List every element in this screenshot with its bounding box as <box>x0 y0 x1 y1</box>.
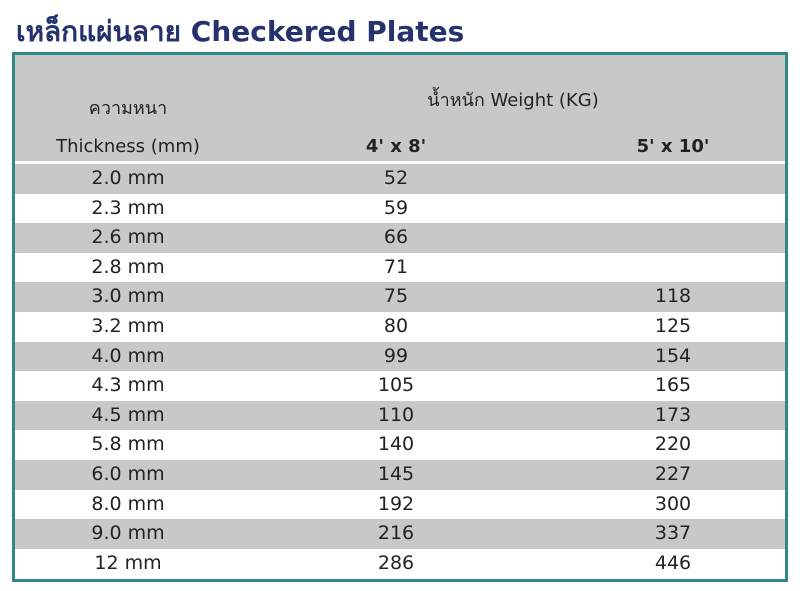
table-row: 9.0 mm 216 337 <box>15 519 785 549</box>
table-cell: 337 <box>654 522 692 545</box>
table-cell: 4.5 mm <box>91 403 165 426</box>
table-row: 2.3 mm 59 <box>15 194 785 224</box>
table-cell: 2.6 mm <box>91 226 165 249</box>
table-cell: 216 <box>377 522 415 545</box>
header-cell: ความหนา <box>88 98 168 119</box>
table-cell: 165 <box>654 374 692 397</box>
title: เหล็กแผ่นลาย Checkered Plates <box>16 15 465 48</box>
table-cell: 140 <box>377 433 415 456</box>
header-cell: 4' x 8' <box>365 136 427 157</box>
table-cell: 6.0 mm <box>91 463 165 485</box>
table-cell: 80 <box>383 315 409 337</box>
table-header: ความหนา Thickness (mm) น้ำหนัก Weight (K… <box>15 55 785 161</box>
table-row: 5.8 mm 140 220 <box>15 430 785 460</box>
table-row: 4.5 mm 110 173 <box>15 400 785 431</box>
table-cell: 3.0 mm <box>91 285 165 308</box>
table-row: 12 mm 286 446 <box>15 549 785 579</box>
table-row: 4.0 mm 99 154 <box>15 341 785 372</box>
table-cell: 125 <box>654 315 692 337</box>
table-cell: 192 <box>377 492 415 515</box>
header-cell: Thickness (mm) <box>56 136 200 157</box>
table-cell: 145 <box>377 463 415 485</box>
table-row: 2.0 mm 52 <box>15 164 785 194</box>
table-cell: 71 <box>383 255 409 278</box>
table-cell: 4.0 mm <box>91 344 165 367</box>
table-cell: 8.0 mm <box>91 492 165 515</box>
table-cell: 154 <box>654 344 692 367</box>
table-cell: 227 <box>654 463 692 485</box>
table-cell: 3.2 mm <box>91 315 165 337</box>
table-cell: 59 <box>383 196 409 219</box>
table-row: 2.6 mm 66 <box>15 223 785 253</box>
table-row: 8.0 mm 192 300 <box>15 490 785 520</box>
table-row: 4.3 mm 105 165 <box>15 371 785 401</box>
table-cell: 2.3 mm <box>91 196 165 219</box>
table-cell: 99 <box>383 344 409 367</box>
table-cell: 4.3 mm <box>91 374 165 397</box>
table-cell: 5.8 mm <box>91 433 165 456</box>
table-cell: 66 <box>383 226 409 249</box>
table-cell: 173 <box>654 403 692 426</box>
header-cell: น้ำหนัก Weight (KG) <box>427 90 599 111</box>
table-cell: 75 <box>383 285 409 308</box>
table-cell: 2.0 mm <box>91 167 165 189</box>
table-cell: 118 <box>654 285 692 308</box>
table-cell: 9.0 mm <box>91 522 165 545</box>
table-row: 2.8 mm 71 <box>15 253 785 283</box>
table-row: 3.2 mm 80 125 <box>15 312 785 342</box>
table-cell: 2.8 mm <box>91 255 165 278</box>
table-cell: 220 <box>654 433 692 456</box>
table-cell: 105 <box>377 374 415 397</box>
table-cell: 12 mm <box>94 551 162 574</box>
header-cell: 5' x 10' <box>636 136 710 157</box>
table-cell: 286 <box>377 551 415 574</box>
table-row: 3.0 mm 75 118 <box>15 282 785 312</box>
table-cell: 446 <box>654 551 692 574</box>
table-cell: 110 <box>377 403 415 426</box>
table-cell: 52 <box>383 167 409 189</box>
table: ความหนา Thickness (mm) น้ำหนัก Weight (K… <box>12 52 788 582</box>
table-row: 6.0 mm 145 227 <box>15 460 785 490</box>
table-cell: 300 <box>654 492 692 515</box>
